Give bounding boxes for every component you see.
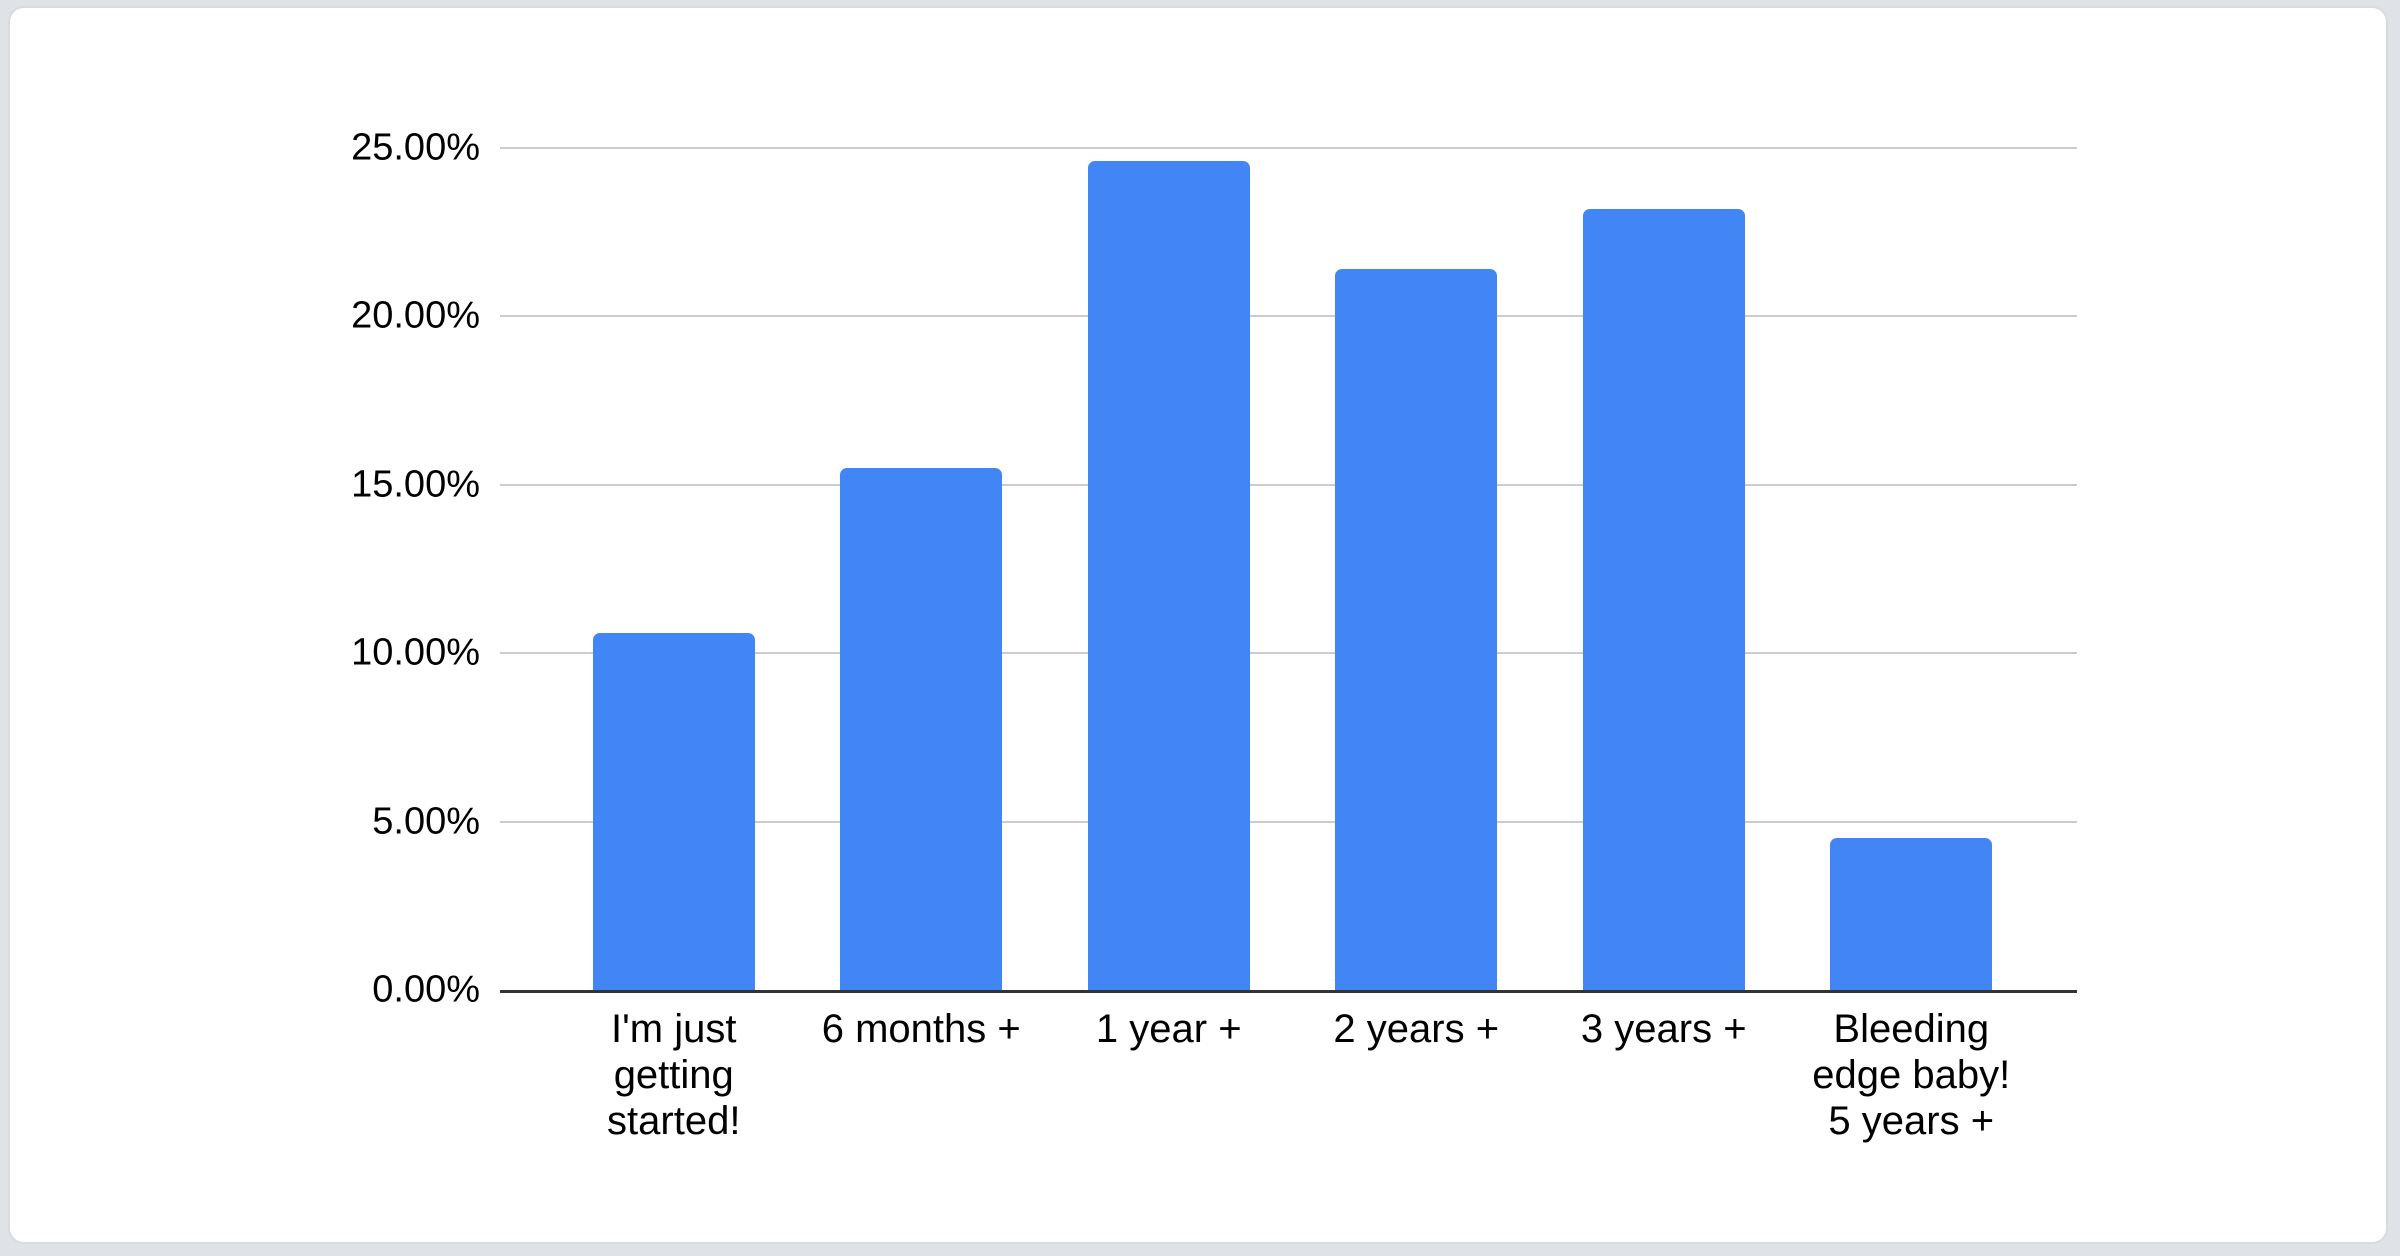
- bar-3[interactable]: [1087, 161, 1250, 990]
- gridline: [500, 315, 2077, 318]
- y-tick-label: 0.00%: [372, 968, 480, 1011]
- bar-slot: [798, 148, 1046, 990]
- chart-card: 0.00% 5.00% 10.00% 15.00% 20.00% 25.00% I'm j…: [8, 6, 2388, 1244]
- plot-area: [500, 147, 2077, 993]
- bar-1[interactable]: [592, 633, 755, 990]
- bar-slot: [1293, 148, 1541, 990]
- gridline: [500, 147, 2077, 149]
- bar-6[interactable]: [1830, 838, 1993, 990]
- y-tick-label: 20.00%: [351, 294, 480, 337]
- gridline: [500, 820, 2077, 823]
- bar-2[interactable]: [840, 467, 1003, 990]
- bar-5[interactable]: [1582, 208, 1745, 990]
- x-axis: I'm just getting started! 6 months + 1 yea…: [500, 1006, 2077, 1144]
- y-tick-label: 25.00%: [351, 126, 480, 169]
- bar-slot: [550, 148, 798, 990]
- y-tick-label: 15.00%: [351, 463, 480, 506]
- bar-slot: [1045, 148, 1293, 990]
- bar-slot: [1788, 148, 2036, 990]
- x-axis-label-3: 1 year +: [1095, 1007, 1242, 1051]
- gridline: [500, 652, 2077, 655]
- y-axis: 0.00% 5.00% 10.00% 15.00% 20.00% 25.00%: [10, 127, 480, 1011]
- y-tick-label: 10.00%: [351, 631, 480, 674]
- bars-row: [500, 148, 2077, 990]
- y-tick-label: 5.00%: [372, 800, 480, 843]
- x-axis-label-6: Bleeding edge baby! 5 years +: [1812, 1007, 2011, 1143]
- bar-slot: [1540, 148, 1788, 990]
- x-axis-label-2: 6 months +: [821, 1007, 1021, 1051]
- x-axis-label-5: 3 years +: [1580, 1007, 1747, 1051]
- x-axis-label-4: 2 years +: [1333, 1007, 1500, 1051]
- bar-4[interactable]: [1335, 269, 1498, 990]
- gridline: [500, 483, 2077, 486]
- x-axis-label-1: I'm just getting started!: [607, 1007, 741, 1143]
